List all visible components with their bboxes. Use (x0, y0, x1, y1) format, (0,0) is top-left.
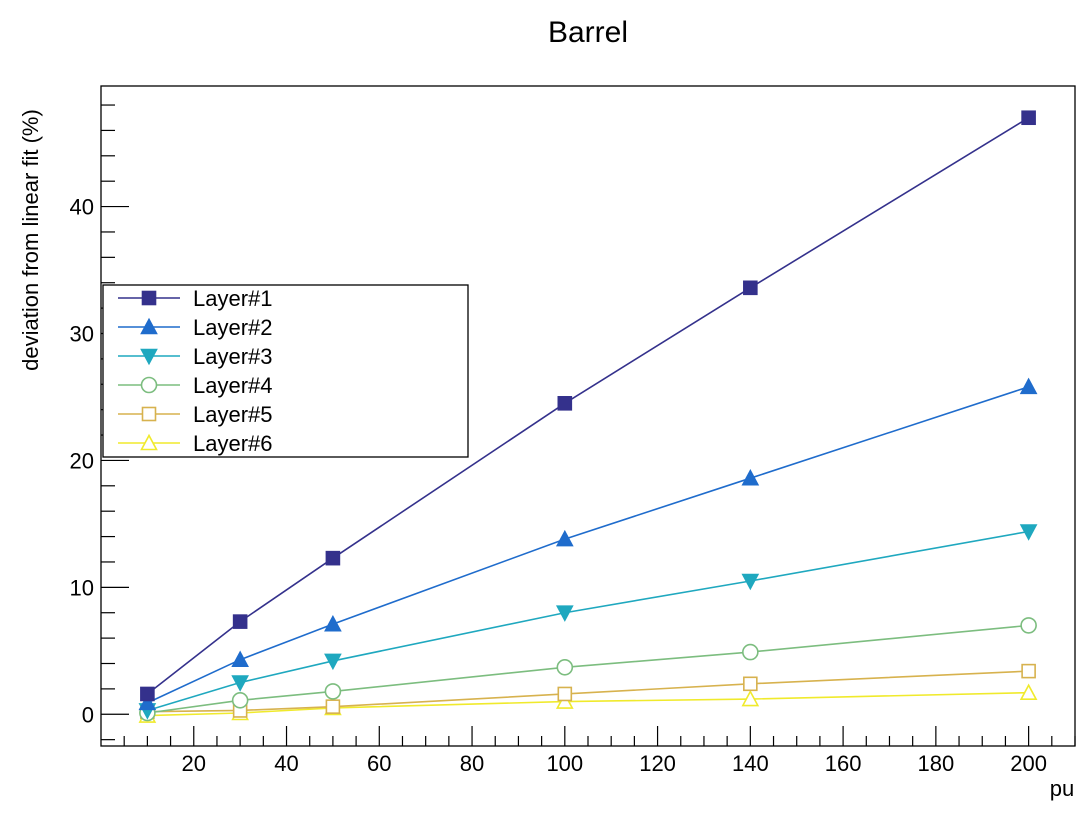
data-point (555, 605, 574, 622)
data-point (556, 659, 574, 676)
legend-marker (140, 376, 158, 394)
legend-entry: Layer#5 (118, 402, 273, 427)
legend-marker (140, 317, 158, 335)
y-tick-label: 40 (70, 195, 94, 220)
data-point (1021, 663, 1036, 679)
series-layer-2 (138, 377, 1038, 711)
data-point (138, 693, 157, 711)
legend-entry: Layer#1 (118, 286, 273, 311)
data-point (557, 686, 573, 702)
data-point (742, 643, 759, 661)
x-axis: 20 40 60 80 100 120 140 160 180 200 (123, 726, 1076, 776)
series-line (147, 691, 1029, 717)
legend-marker (140, 433, 158, 451)
y-tick-label: 10 (70, 575, 94, 600)
data-point (140, 686, 155, 702)
legend-entry: Layer#2 (118, 315, 273, 340)
x-tick-label: 100 (546, 751, 583, 776)
data-point (743, 676, 758, 692)
data-point (1020, 617, 1037, 634)
x-tick-label: 20 (182, 751, 206, 776)
series-line (147, 624, 1029, 714)
data-point (231, 692, 249, 709)
series-line (146, 117, 1030, 695)
series-layer-4 (139, 617, 1037, 722)
series-layer-1 (140, 110, 1036, 702)
y-tick-label: 20 (70, 448, 94, 473)
series-layer-3 (138, 524, 1038, 720)
legend-label: Layer#5 (193, 402, 273, 427)
legend-marker (140, 348, 158, 366)
y-axis-label: deviation from linear fit (%) (18, 109, 43, 371)
x-tick-label: 60 (367, 751, 391, 776)
data-point (1019, 683, 1038, 700)
data-point (325, 550, 341, 566)
chart-title: Barrel (548, 16, 628, 49)
legend-marker (141, 406, 157, 422)
data-point (557, 396, 573, 411)
legend-label: Layer#2 (193, 315, 273, 340)
x-tick-label: 160 (825, 751, 862, 776)
legend-entry: Layer#6 (118, 431, 273, 456)
series-line (147, 530, 1029, 712)
data-point (324, 683, 342, 700)
legend-label: Layer#4 (193, 373, 273, 398)
legend-label: Layer#1 (193, 286, 273, 311)
legend-entry: Layer#4 (118, 373, 273, 398)
legend-marker (141, 290, 157, 306)
data-point (741, 468, 760, 486)
series-line (147, 670, 1029, 713)
series-layer-6 (138, 683, 1038, 723)
legend-entry: Layer#3 (118, 344, 273, 369)
data-point (232, 614, 248, 629)
y-tick-label: 0 (82, 702, 94, 727)
series-layer-5 (140, 663, 1036, 720)
data-point (324, 614, 342, 632)
legend-label: Layer#6 (193, 431, 273, 456)
data-point (324, 653, 342, 671)
y-tick-label: 30 (70, 322, 94, 347)
data-point (1019, 377, 1038, 395)
legend-box (102, 284, 469, 458)
series-line (147, 386, 1029, 704)
data-point (741, 573, 760, 591)
legend-label: Layer#3 (193, 344, 273, 369)
data-point (741, 689, 760, 707)
data-point (1019, 524, 1038, 541)
legend: Layer#1 Layer#2 Layer#3 Layer#4 Layer#5 Layer… (102, 284, 469, 458)
x-axis-label: pu (1050, 776, 1074, 801)
data-point (325, 699, 341, 714)
x-tick-label: 120 (639, 751, 676, 776)
x-tick-label: 80 (460, 751, 484, 776)
data-point (743, 280, 758, 296)
data-point (555, 529, 574, 547)
data-point (231, 650, 249, 667)
x-tick-label: 180 (917, 751, 954, 776)
x-tick-label: 140 (732, 751, 769, 776)
x-tick-label: 200 (1010, 751, 1047, 776)
data-point (1021, 110, 1036, 126)
x-tick-label: 40 (274, 751, 298, 776)
data-point (231, 675, 249, 692)
series-layer (138, 110, 1038, 723)
